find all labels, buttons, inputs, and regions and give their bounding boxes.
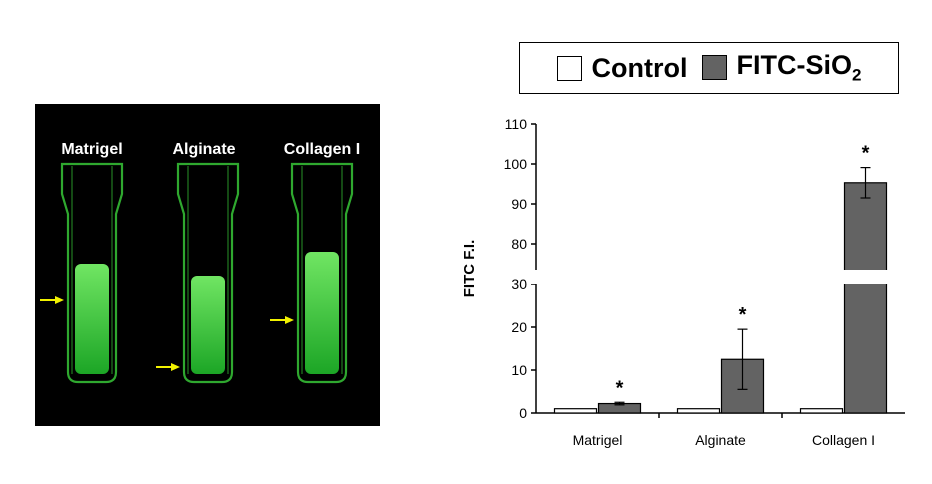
significance-star: * xyxy=(739,304,747,326)
cuvette-photo: Matrigel Alginate Collagen I xyxy=(35,104,380,426)
x-category-label: Collagen I xyxy=(812,432,875,448)
bar-chart: 0 10 20 30 80 90 100 110 FITC F.I. * Matrigel * Algi… xyxy=(461,116,905,448)
cuvette-3 xyxy=(270,162,354,384)
bar-fitc xyxy=(843,182,888,414)
cuvette-outline xyxy=(60,162,124,384)
significance-star: * xyxy=(616,377,624,399)
fluorescent-gel xyxy=(75,264,109,374)
bar-control xyxy=(676,408,721,414)
axis-break-gap xyxy=(528,270,905,284)
arrow-head-icon xyxy=(285,316,294,324)
bar-control xyxy=(799,408,844,414)
y-tick-label: 100 xyxy=(504,156,528,172)
y-tick-label: 110 xyxy=(505,116,528,132)
photo-label-alginate: Alginate xyxy=(172,141,235,158)
x-category-label: Matrigel xyxy=(573,432,623,448)
chart-legend: Control FITC-SiO2 xyxy=(519,42,899,94)
y-tick-label: 80 xyxy=(511,236,527,252)
cuvette-1 xyxy=(40,162,124,384)
x-category-label: Alginate xyxy=(695,432,746,448)
photo-label-collagen: Collagen I xyxy=(284,141,360,158)
y-tick-label: 10 xyxy=(511,362,527,378)
legend-label-control: Control xyxy=(591,52,688,83)
y-tick-label: 20 xyxy=(511,319,527,335)
legend-swatch-fitc xyxy=(701,55,727,81)
bar-control xyxy=(553,408,598,414)
y-tick-label: 30 xyxy=(511,276,527,292)
y-axis-label: FITC F.I. xyxy=(461,240,478,298)
cuvette-outline xyxy=(176,162,240,384)
y-tick-label: 90 xyxy=(511,196,527,212)
arrow-head-icon xyxy=(55,296,64,304)
fluorescent-gel xyxy=(305,252,339,374)
legend-item-fitc: FITC-SiO2 xyxy=(701,50,862,85)
photo-label-matrigel: Matrigel xyxy=(61,141,122,158)
cuvette-2 xyxy=(156,162,240,384)
cuvette-outline xyxy=(290,162,354,384)
significance-star: * xyxy=(862,143,870,165)
y-tick-label: 0 xyxy=(519,405,527,421)
legend-swatch-control xyxy=(556,55,582,81)
legend-item-control: Control xyxy=(556,52,688,84)
legend-label-fitc: FITC-SiO2 xyxy=(736,50,862,85)
arrow-head-icon xyxy=(171,363,180,371)
fluorescent-gel xyxy=(191,276,225,374)
